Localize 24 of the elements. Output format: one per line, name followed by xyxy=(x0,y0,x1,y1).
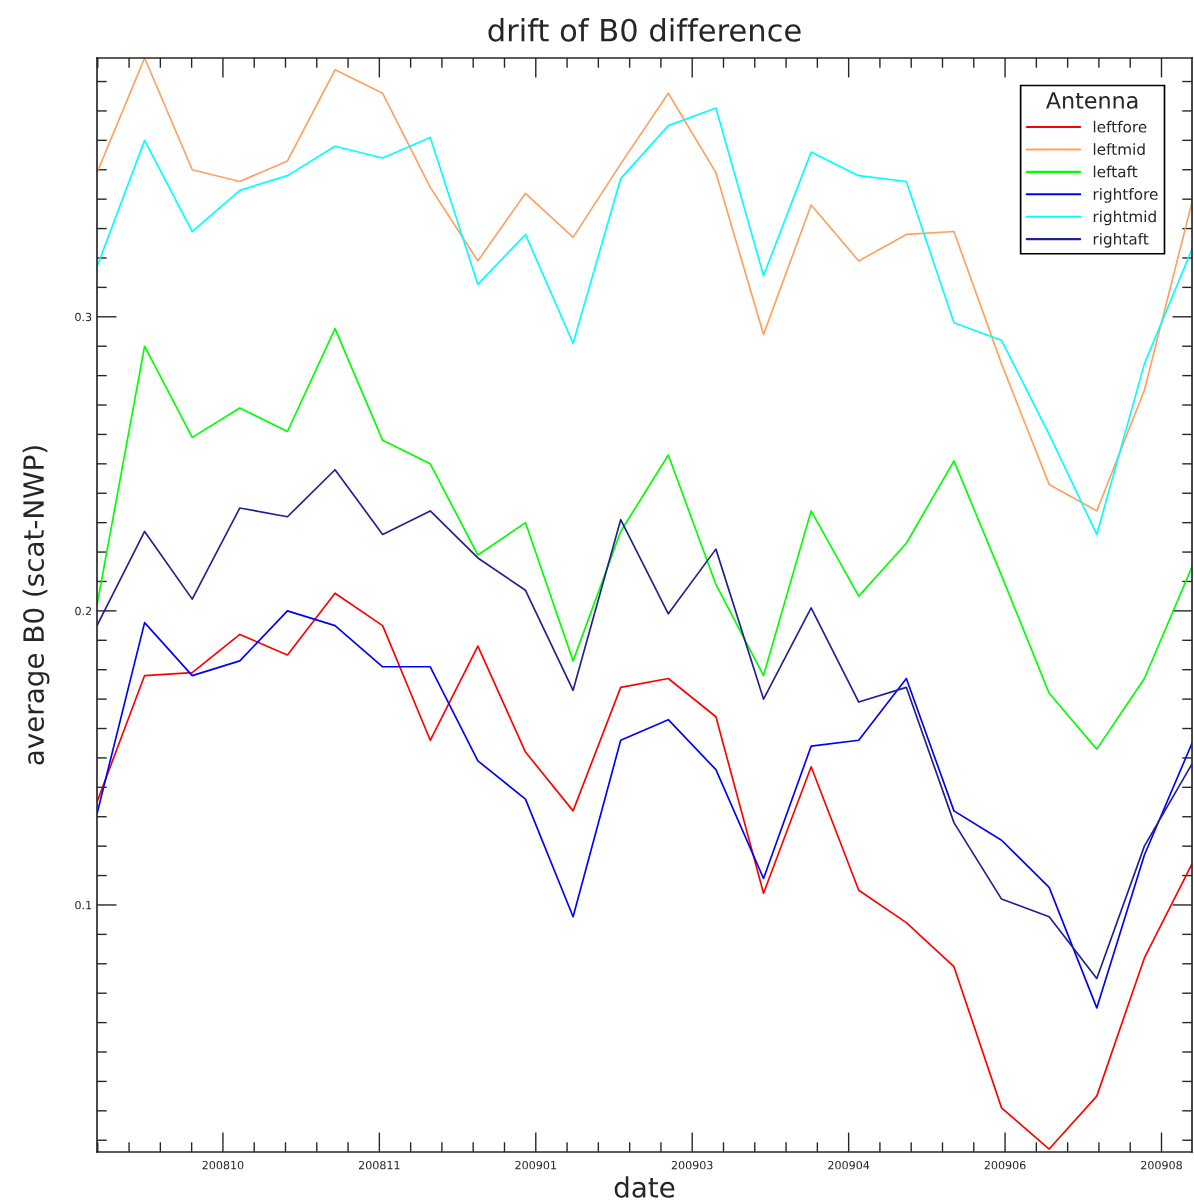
legend-label: leftfore xyxy=(1093,120,1147,133)
x-axis-title: date xyxy=(614,1176,675,1198)
text: 200901 xyxy=(515,1160,556,1170)
legend-title: Antenna xyxy=(1046,92,1138,109)
y-tick-label: 0.2 xyxy=(75,606,92,616)
line-series xyxy=(97,468,1192,980)
line-series xyxy=(97,327,1192,750)
legend-label: rightfore xyxy=(1093,188,1158,203)
chart-title: drift of B0 difference xyxy=(488,18,801,42)
y-tick-label: 0.3 xyxy=(75,312,92,322)
y-tick-label: 0.1 xyxy=(75,900,92,910)
text: 200810 xyxy=(202,1160,244,1170)
legend-label: rightaft xyxy=(1093,232,1149,248)
legend-label: leftmid xyxy=(1093,143,1145,156)
text: 200908 xyxy=(1141,1160,1182,1170)
text: 200904 xyxy=(828,1160,870,1170)
text: 200811 xyxy=(358,1160,400,1170)
legend-label: rightmid xyxy=(1093,210,1156,226)
text: 200906 xyxy=(984,1160,1026,1170)
line-series xyxy=(97,610,1192,1009)
text: 200903 xyxy=(671,1160,713,1170)
y-axis-title: average B0 (scat-NWP) xyxy=(22,446,50,765)
line-series xyxy=(97,107,1192,536)
legend-label: leftaft xyxy=(1093,165,1138,178)
